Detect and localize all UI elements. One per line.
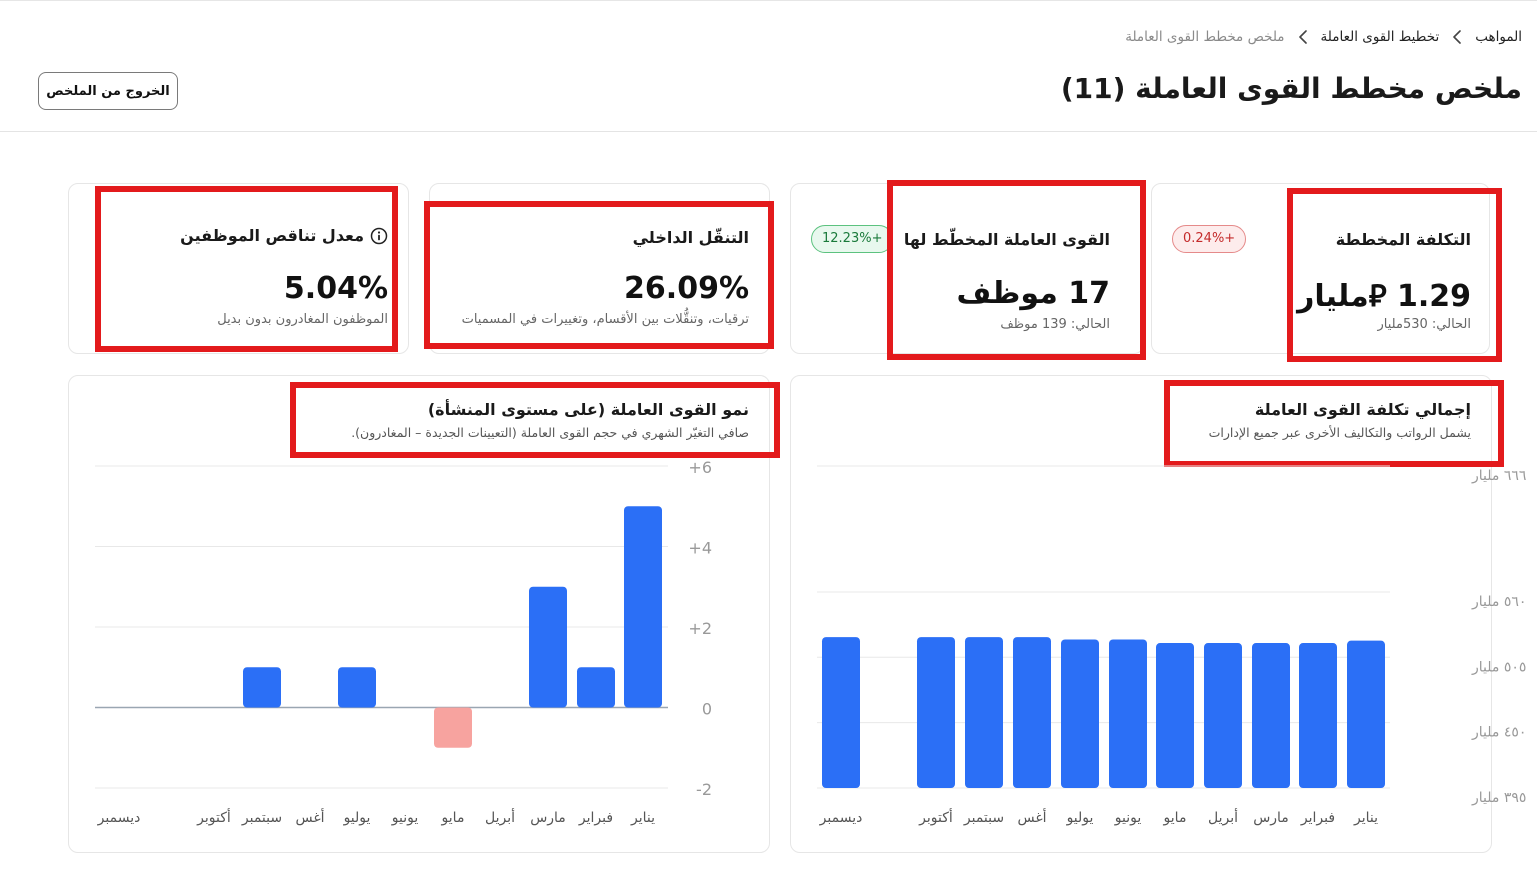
- change-badge: 0.24%+: [1172, 225, 1247, 253]
- kpi-card-internal-mobility: التنقّل الداخلي 26.09% ترقيات، وتنقُّلات…: [429, 183, 770, 354]
- kpi-card-planned-workforce: القوى العاملة المخطّط لها 17 موظف الحالي…: [790, 183, 1144, 354]
- kpi-value: 26.09%: [624, 271, 749, 306]
- breadcrumb-workforce-planning[interactable]: تخطيط القوى العاملة: [1320, 29, 1440, 45]
- exit-summary-button[interactable]: الخروج من الملخص: [38, 72, 178, 110]
- kpi-card-attrition-rate: معدل تناقص الموظفين 5.04% الموظفون المغا…: [68, 183, 409, 354]
- info-circle-icon[interactable]: [370, 227, 388, 245]
- kpi-subtext: الموظفون المغادرون بدون بديل: [217, 312, 388, 327]
- chevron-left-icon: [1298, 30, 1307, 44]
- chevron-left-icon: [1453, 30, 1462, 44]
- breadcrumb-current: ملخص مخطط القوى العاملة: [1125, 29, 1285, 45]
- chart-subtitle: صافي التغيّر الشهري في حجم القوى العاملة…: [351, 425, 749, 440]
- kpi-value: 5.04%: [283, 271, 388, 306]
- kpi-title-text: معدل تناقص الموظفين: [180, 226, 364, 245]
- chart-card-workforce-growth: نمو القوى العاملة (على مستوى المنشأة) صا…: [68, 375, 770, 853]
- change-badge: 12.23%+: [811, 225, 894, 253]
- breadcrumb-talent[interactable]: المواهب: [1475, 29, 1522, 45]
- page-title: ملخص مخطط القوى العاملة (11): [1060, 72, 1522, 105]
- top-border: [0, 0, 1537, 1]
- kpi-value: 1.29 ⃁مليار: [1297, 279, 1471, 314]
- chart-card-total-cost: إجمالي تكلفة القوى العاملة يشمل الرواتب …: [790, 375, 1492, 853]
- chart-subtitle: يشمل الرواتب والتكاليف الأخرى عبر جميع ا…: [1208, 425, 1471, 440]
- kpi-subtext: الحالي: 530مليار: [1377, 317, 1472, 332]
- kpi-card-planned-cost: التكلفة المخططة 1.29 ⃁مليار الحالي: 530م…: [1151, 183, 1490, 354]
- chart-title: إجمالي تكلفة القوى العاملة: [1254, 400, 1471, 419]
- kpi-value: 17 موظف: [956, 276, 1110, 311]
- kpi-title: التنقّل الداخلي: [632, 228, 749, 247]
- kpi-subtext: ترقيات، وتنقُّلات بين الأقسام، وتغييرات …: [461, 312, 749, 327]
- chart-title: نمو القوى العاملة (على مستوى المنشأة): [427, 400, 749, 419]
- kpi-title: التكلفة المخططة: [1335, 230, 1471, 249]
- breadcrumb: المواهب تخطيط القوى العاملة ملخص مخطط ال…: [1125, 26, 1522, 48]
- kpi-subtext: الحالي: 139 موظف: [1000, 317, 1110, 332]
- header-divider: [0, 131, 1537, 132]
- kpi-title: القوى العاملة المخطّط لها: [903, 230, 1110, 249]
- kpi-title: معدل تناقص الموظفين: [180, 226, 388, 245]
